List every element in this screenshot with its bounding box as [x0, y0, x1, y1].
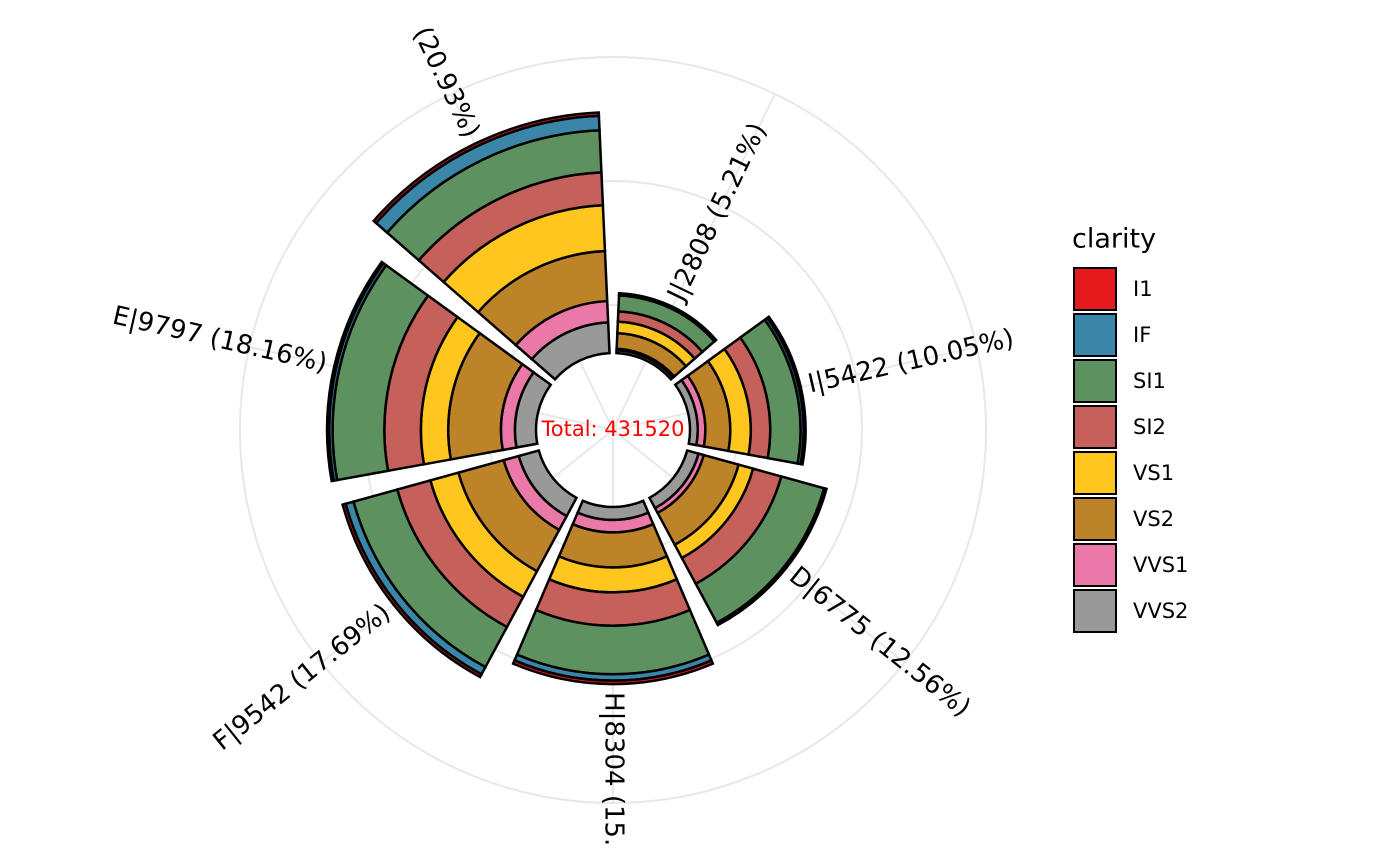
bar-segment — [765, 315, 807, 466]
legend-label: I1 — [1133, 277, 1153, 301]
spoke — [612, 93, 776, 431]
category-label: F|9542 (17.69%) — [208, 598, 397, 757]
legend-key — [1073, 405, 1117, 449]
bar-segment — [371, 111, 601, 225]
legend-label: SI2 — [1133, 415, 1166, 439]
bar-segment — [341, 502, 484, 679]
legend-label: VVS2 — [1133, 599, 1188, 623]
category-label: E|9797 (18.16%) — [110, 301, 330, 379]
legend-title: clarity — [1072, 224, 1156, 255]
legend-key — [1073, 451, 1117, 495]
legend-key — [1073, 543, 1117, 587]
legend-label: VVS1 — [1133, 553, 1188, 577]
bar-segment — [715, 487, 829, 627]
legend-key — [1073, 267, 1117, 311]
bars — [325, 111, 829, 686]
category-label: H|8304 (15. — [599, 692, 629, 846]
legend-label: SI1 — [1133, 369, 1166, 393]
bar-segment — [511, 658, 715, 686]
category-label: J|2808 (5.21%) — [661, 118, 773, 307]
legend-label: VS2 — [1133, 507, 1174, 531]
category-label: D|6775 (12.56%) — [783, 561, 976, 723]
legend-label: VS1 — [1133, 461, 1174, 485]
bar-segment — [617, 291, 718, 343]
category-label: I|5422 (10.05%) — [805, 323, 1017, 399]
legend-key — [1073, 313, 1117, 357]
center-label: Total: 431520 — [541, 417, 685, 441]
category-label: (20.93%) — [407, 22, 486, 143]
legend-label: IF — [1133, 323, 1151, 347]
legend: I1 IF SI1 SI2 VS1 VS2 VVS1 VVS2 — [1073, 267, 1188, 633]
legend-key — [1073, 589, 1117, 633]
legend-key — [1073, 359, 1117, 403]
bar-segment — [325, 260, 386, 483]
legend-key — [1073, 497, 1117, 541]
